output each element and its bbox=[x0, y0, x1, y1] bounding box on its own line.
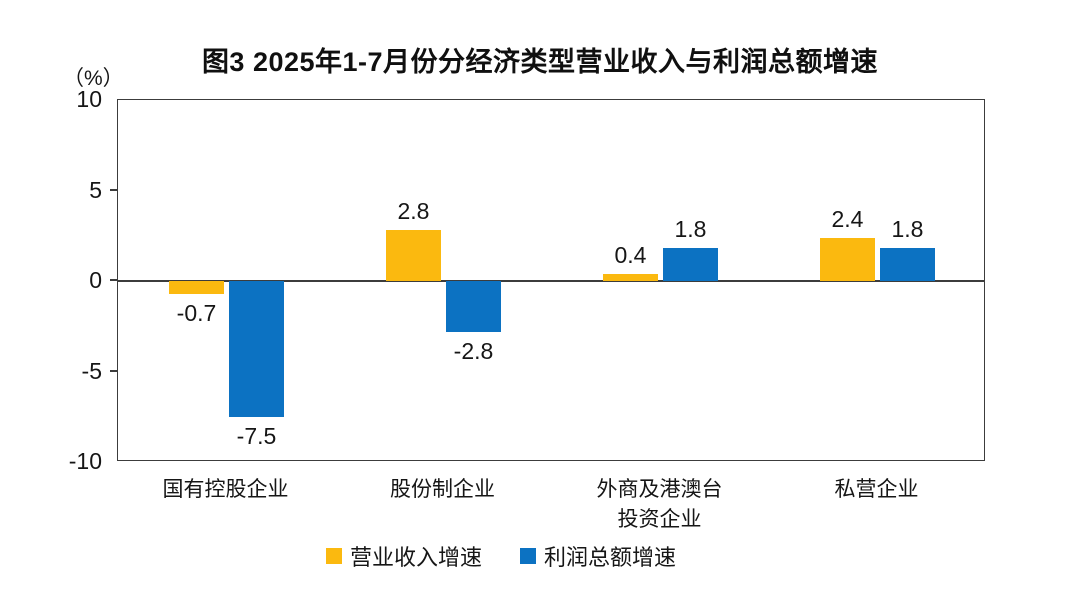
bar-series0-group2 bbox=[603, 273, 658, 281]
bar-series1-group2 bbox=[663, 248, 718, 281]
bar-value-label-series0-group0: -0.7 bbox=[176, 299, 217, 326]
bar-series0-group0 bbox=[169, 281, 224, 294]
bar-value-label-series1-group1: -2.8 bbox=[453, 337, 494, 364]
plot-area: -0.7 -7.5 2.8 -2.8 0.4 1.8 2.4 1.8 bbox=[117, 99, 985, 461]
legend-label-1: 利润总额增速 bbox=[544, 545, 677, 570]
x-axis-label-3: 私营企业 bbox=[834, 478, 919, 501]
y-tick-label-0: 0 bbox=[89, 267, 102, 293]
legend-swatch-1 bbox=[520, 548, 536, 564]
bar-value-label-series0-group3: 2.4 bbox=[831, 205, 864, 232]
x-axis-label-1: 股份制企业 bbox=[390, 478, 495, 501]
bar-value-label-series1-group2: 1.8 bbox=[674, 216, 707, 243]
y-tick-mark--5 bbox=[110, 369, 118, 372]
legend-item-1: 利润总额增速 bbox=[520, 540, 676, 572]
y-tick-mark-0 bbox=[110, 279, 118, 281]
bar-series1-group0 bbox=[229, 281, 284, 417]
x-axis-label-2: 外商及港澳台 投资企业 bbox=[596, 478, 723, 531]
legend: 营业收入增速 利润总额增速 bbox=[0, 540, 1080, 572]
chart-title: 图3 2025年1-7月份分经济类型营业收入与利润总额增速 bbox=[201, 47, 879, 77]
bar-value-label-series1-group0: -7.5 bbox=[236, 422, 277, 449]
bar-value-label-series0-group2: 0.4 bbox=[614, 241, 647, 268]
bar-value-label-series0-group1: 2.8 bbox=[397, 198, 430, 225]
zero-axis-line bbox=[118, 280, 984, 282]
y-tick-label--10: -10 bbox=[68, 448, 102, 474]
y-tick-label--5: -5 bbox=[81, 357, 102, 384]
y-tick-label-10: 10 bbox=[76, 86, 102, 112]
x-axis-label-0: 国有控股企业 bbox=[162, 478, 289, 501]
legend-item-0: 营业收入增速 bbox=[325, 540, 482, 572]
y-tick-mark-5 bbox=[110, 188, 118, 191]
legend-swatch-0 bbox=[325, 548, 342, 564]
legend-label-0: 营业收入增速 bbox=[349, 545, 482, 570]
y-tick-label-5: 5 bbox=[89, 176, 102, 203]
bar-series0-group3 bbox=[820, 237, 875, 281]
y-axis-unit-label: （%） bbox=[63, 67, 124, 90]
bar-series1-group1 bbox=[446, 281, 501, 332]
bar-series1-group3 bbox=[880, 248, 935, 281]
bar-series0-group1 bbox=[386, 230, 441, 281]
bar-value-label-series1-group3: 1.8 bbox=[891, 216, 924, 243]
